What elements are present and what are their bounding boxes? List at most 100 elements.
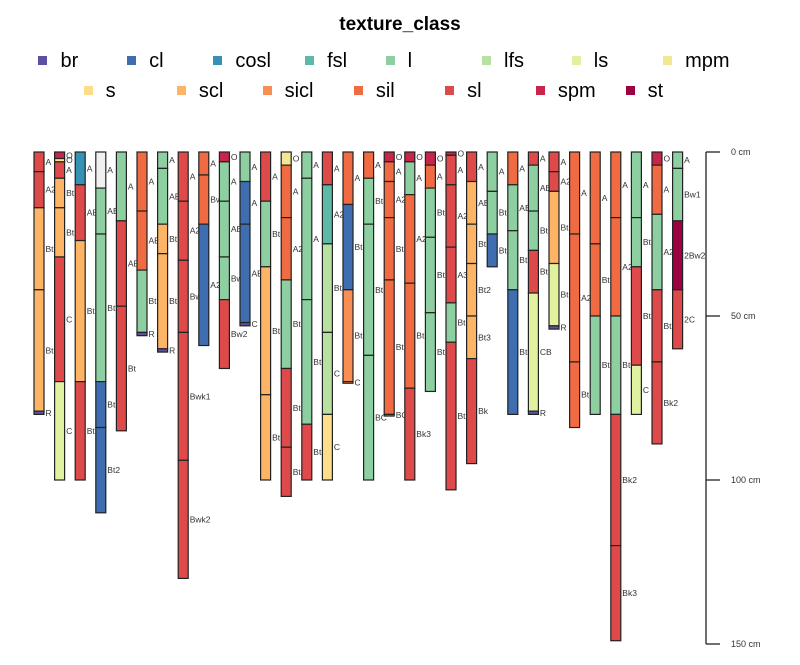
horizon-lfs bbox=[321, 331, 333, 415]
soil-profile: A Bt Bt bbox=[589, 151, 610, 416]
horizon-label: Bt bbox=[437, 347, 446, 357]
horizon-label: C bbox=[334, 442, 340, 452]
soil-profile: A AB Bt R bbox=[136, 151, 160, 339]
horizon-l bbox=[589, 315, 601, 416]
horizon-label: A2 bbox=[664, 247, 675, 257]
legend-swatch bbox=[385, 56, 395, 65]
horizon-fsl bbox=[321, 184, 333, 245]
horizon-l bbox=[363, 223, 375, 356]
horizon-sl bbox=[651, 361, 663, 445]
horizon-sl bbox=[280, 446, 292, 498]
soil-profile: A Bt Bt C bbox=[630, 151, 652, 416]
horizon-label: A bbox=[293, 186, 299, 196]
soil-profile: O A A2 Bt Bt Bt3 bbox=[280, 151, 306, 498]
horizon-label: C bbox=[643, 385, 649, 395]
horizon-label: AB bbox=[231, 224, 243, 234]
horizon-l bbox=[363, 354, 375, 481]
horizon-sil bbox=[610, 217, 622, 317]
horizon-label: AB bbox=[87, 208, 99, 218]
legend-swatch bbox=[663, 56, 673, 65]
horizon-scl bbox=[466, 315, 478, 360]
horizon-sil bbox=[651, 164, 663, 215]
horizon-label: Bt bbox=[334, 283, 343, 293]
horizon-mpm bbox=[280, 151, 292, 166]
horizon-sl bbox=[671, 289, 684, 350]
horizon-l bbox=[115, 151, 128, 222]
horizon-label: A bbox=[355, 173, 361, 183]
horizon-sl bbox=[280, 367, 292, 448]
horizon-label: Bt bbox=[355, 331, 364, 341]
horizon-br bbox=[136, 331, 148, 337]
soil-profile: A A2 Bw Bwk1 Bwk2 bbox=[177, 151, 211, 580]
horizon-label: Bw2 bbox=[231, 329, 248, 339]
horizon-label: Bt bbox=[375, 285, 384, 295]
horizon-label: A3 bbox=[458, 270, 469, 280]
horizon-label: BC bbox=[396, 410, 408, 420]
horizon-sil bbox=[589, 151, 601, 245]
horizon-sl bbox=[630, 266, 643, 366]
horizon-l bbox=[260, 200, 272, 268]
horizon-l bbox=[630, 151, 643, 219]
legend-swatch bbox=[445, 86, 455, 95]
horizon-label: A bbox=[622, 180, 628, 190]
horizon-label: A bbox=[684, 155, 690, 165]
soil-profile: A Bt Bt Bt bbox=[260, 151, 281, 481]
soil-profile: A Bt Bt C bbox=[342, 151, 364, 387]
soil-profile: OOA Bt Bt C C bbox=[53, 150, 75, 481]
horizon-sl bbox=[115, 220, 128, 307]
horizon-label: A bbox=[210, 158, 216, 168]
horizon-label: Bt bbox=[396, 244, 405, 254]
horizon-sil bbox=[280, 164, 292, 219]
horizon-spm bbox=[218, 151, 230, 163]
horizon-s bbox=[321, 413, 333, 481]
horizon-label: Bt bbox=[437, 270, 446, 280]
horizon-l bbox=[301, 177, 313, 301]
soil-profile: O A A2 Bt Bk3 bbox=[404, 151, 431, 481]
horizon-sil bbox=[568, 233, 581, 363]
legend-swatch bbox=[535, 86, 545, 95]
horizon-label: AB bbox=[519, 203, 531, 213]
horizon-cl bbox=[198, 223, 210, 347]
horizon-label: A2 bbox=[561, 177, 572, 187]
horizon-scl bbox=[157, 253, 169, 350]
horizon-sil bbox=[383, 413, 395, 417]
horizon-sl bbox=[610, 413, 622, 547]
horizon-cosl bbox=[74, 151, 86, 186]
horizon-label: R bbox=[149, 329, 155, 339]
horizon-label: AB bbox=[128, 259, 140, 269]
horizon-l bbox=[527, 164, 540, 212]
horizon-label: A bbox=[643, 180, 649, 190]
horizon-l bbox=[218, 200, 230, 258]
horizon-sil bbox=[568, 361, 581, 429]
horizon-cl bbox=[486, 233, 498, 268]
horizon-l bbox=[424, 187, 436, 238]
horizon-sil bbox=[363, 151, 375, 179]
legend-label: lfs bbox=[504, 50, 525, 72]
horizon-label: A bbox=[396, 167, 402, 177]
horizon-l bbox=[157, 167, 169, 225]
horizon-label: A bbox=[375, 160, 381, 170]
horizon-br bbox=[157, 348, 169, 353]
horizon-label: Bt2 bbox=[478, 285, 491, 295]
horizon-label: Bt bbox=[66, 227, 75, 237]
horizon-label: Bt bbox=[561, 222, 570, 232]
horizon-label: A bbox=[231, 177, 237, 187]
horizon-label: A2 bbox=[46, 185, 57, 195]
horizon-sl bbox=[74, 381, 86, 481]
horizon-scl bbox=[260, 394, 272, 481]
horizon-label: A2 bbox=[190, 226, 201, 236]
horizon-label: Bt bbox=[540, 267, 549, 277]
soil-profile: A AB Bt Bt bbox=[74, 151, 99, 481]
horizon-sl bbox=[177, 259, 189, 333]
horizon-label: C bbox=[252, 319, 258, 329]
horizon-sil bbox=[404, 282, 416, 389]
horizon-l bbox=[95, 187, 107, 235]
horizon-label: A bbox=[437, 172, 443, 182]
soil-profile: A AB Bt Bt CB R bbox=[527, 151, 552, 418]
horizon-cl bbox=[507, 289, 519, 416]
legend-row: s scl sicl sil sl spm st bbox=[0, 78, 800, 104]
legend-label: br bbox=[60, 50, 79, 72]
soil-profile: A AB Bt Bt Bt2 bbox=[95, 151, 120, 514]
horizon-label: C bbox=[66, 314, 72, 324]
